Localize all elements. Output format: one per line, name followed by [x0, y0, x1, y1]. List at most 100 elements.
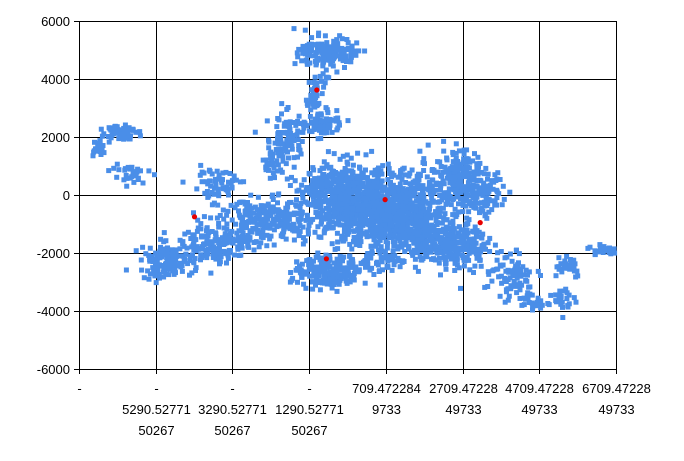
blue-data-point — [133, 129, 139, 135]
blue-data-point — [333, 220, 339, 226]
blue-data-point — [415, 237, 421, 243]
blue-data-point — [495, 170, 501, 176]
blue-data-point — [361, 195, 367, 201]
blue-data-point — [146, 168, 152, 174]
blue-data-point — [287, 126, 293, 132]
blue-data-point — [318, 136, 324, 141]
blue-data-point — [309, 35, 315, 41]
blue-data-point — [481, 199, 487, 205]
blue-data-point — [411, 240, 417, 246]
blue-data-point — [262, 222, 268, 228]
x-tick-label: 49733 — [521, 402, 557, 417]
blue-data-point — [442, 244, 448, 250]
blue-data-point — [450, 152, 456, 158]
blue-data-point — [437, 228, 443, 234]
x-tick-label: 4709.47228 — [505, 381, 574, 396]
blue-data-point — [564, 296, 570, 301]
blue-data-point — [316, 43, 322, 49]
blue-data-point — [402, 249, 408, 254]
blue-data-point — [305, 201, 311, 207]
blue-data-point — [435, 199, 441, 205]
blue-data-point — [120, 132, 126, 137]
blue-data-point — [346, 227, 352, 233]
blue-data-point — [406, 243, 411, 249]
blue-data-point — [408, 220, 414, 226]
blue-data-point — [252, 129, 258, 135]
blue-data-point — [402, 172, 408, 178]
blue-data-point — [300, 241, 306, 247]
blue-data-point — [342, 226, 347, 232]
blue-data-point — [133, 173, 139, 179]
blue-data-point — [495, 250, 501, 256]
blue-data-point — [309, 261, 315, 267]
blue-data-point — [267, 225, 273, 231]
blue-data-point — [322, 80, 328, 86]
blue-data-point — [386, 221, 392, 227]
blue-data-point — [330, 201, 336, 207]
blue-data-point — [282, 146, 288, 151]
blue-data-point — [179, 268, 185, 274]
blue-data-point — [334, 108, 340, 114]
blue-data-point — [190, 232, 196, 238]
blue-data-point — [534, 299, 540, 305]
blue-data-point — [387, 200, 392, 206]
blue-data-point — [362, 202, 368, 208]
blue-data-point — [458, 196, 463, 202]
blue-data-point — [217, 250, 223, 256]
blue-data-point — [410, 251, 416, 257]
blue-data-point — [431, 256, 436, 262]
blue-data-point — [324, 176, 330, 182]
blue-data-point — [230, 240, 236, 246]
blue-data-point — [503, 268, 509, 274]
blue-data-point — [410, 235, 416, 241]
blue-data-point — [317, 203, 323, 209]
blue-data-point — [447, 180, 453, 186]
blue-data-point — [352, 216, 358, 222]
blue-data-point — [414, 217, 420, 223]
blue-data-point — [445, 190, 451, 196]
blue-data-point — [191, 247, 197, 253]
blue-data-point — [317, 73, 323, 79]
blue-data-point — [334, 268, 340, 274]
blue-data-point — [355, 190, 361, 196]
blue-data-point — [282, 121, 288, 127]
blue-data-point — [417, 173, 423, 178]
blue-data-point — [364, 209, 370, 215]
blue-data-point — [459, 236, 465, 241]
blue-data-point — [561, 265, 567, 271]
blue-data-point — [561, 288, 567, 294]
blue-data-point — [275, 217, 281, 223]
blue-data-point — [554, 299, 559, 305]
blue-data-point — [371, 272, 377, 277]
blue-data-point — [229, 185, 235, 191]
blue-data-point — [215, 202, 221, 208]
blue-data-point — [181, 243, 187, 249]
blue-data-point — [339, 187, 345, 193]
x-tick-label: - — [154, 381, 158, 396]
blue-data-point — [513, 283, 518, 289]
blue-data-point — [108, 135, 114, 141]
blue-data-point — [314, 80, 320, 86]
blue-data-point — [225, 255, 231, 261]
blue-data-point — [433, 229, 439, 235]
blue-data-point — [377, 268, 382, 274]
blue-data-point — [483, 195, 489, 201]
blue-data-point — [122, 122, 128, 128]
blue-data-point — [123, 267, 129, 273]
blue-data-point — [558, 261, 564, 267]
blue-data-point — [345, 231, 351, 237]
blue-data-point — [364, 221, 370, 227]
blue-data-point — [349, 190, 354, 196]
blue-data-point — [395, 244, 401, 250]
blue-data-point — [337, 56, 343, 62]
blue-data-point — [344, 198, 350, 204]
blue-data-point — [319, 50, 325, 56]
blue-data-point — [404, 221, 410, 227]
blue-data-point — [188, 236, 194, 241]
blue-data-point — [392, 240, 398, 246]
blue-data-point — [538, 273, 543, 278]
blue-data-point — [322, 275, 328, 281]
blue-data-point — [481, 171, 487, 177]
blue-data-point — [304, 187, 310, 193]
blue-data-point — [442, 194, 448, 200]
